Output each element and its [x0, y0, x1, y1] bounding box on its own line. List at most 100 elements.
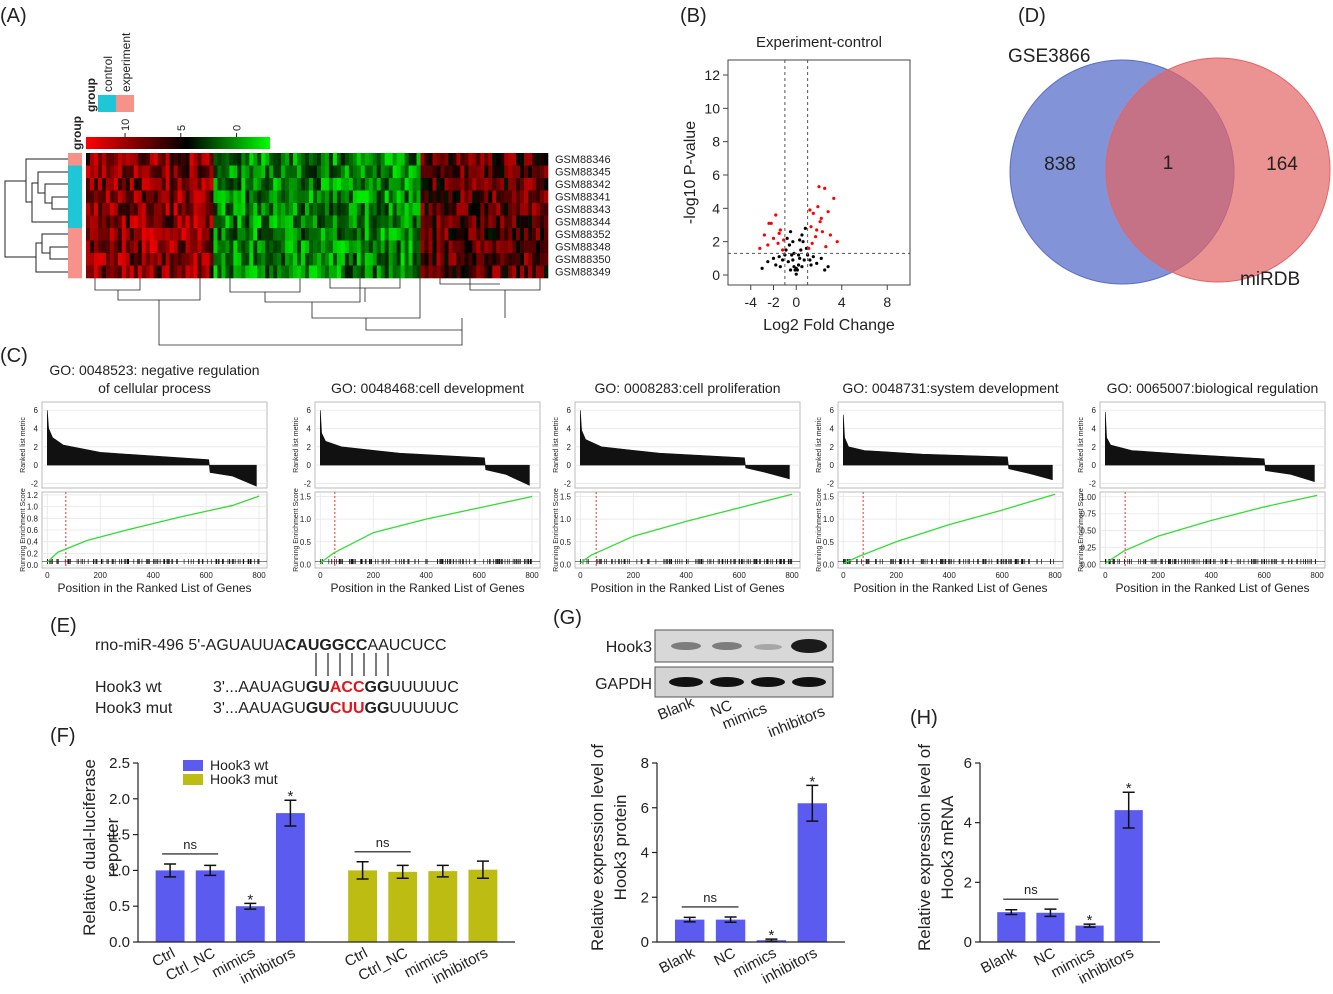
heatmap-cell — [460, 228, 465, 241]
heatmap-cell — [113, 253, 119, 266]
legend-swatch — [183, 760, 203, 771]
heatmap-cell — [444, 203, 449, 216]
y-tick-label: 10 — [704, 100, 720, 116]
heatmap-cell — [229, 240, 234, 254]
heatmap-cell — [173, 240, 178, 254]
heatmap-cell — [233, 153, 238, 166]
blot-lane-label: Blank — [655, 694, 697, 724]
point — [815, 228, 819, 232]
heatmap-cell — [436, 240, 441, 254]
heatmap-cell — [384, 228, 389, 241]
heatmap-cell — [257, 178, 262, 191]
heatmap-cell — [532, 153, 537, 166]
heatmap-cell — [332, 165, 338, 179]
error-bar — [476, 860, 489, 880]
x-tick-label: 400 — [1204, 571, 1218, 580]
y-tick-label: 2 — [307, 443, 312, 452]
error-bar — [683, 916, 696, 923]
heatmap-cell — [344, 240, 350, 254]
y-tick-label: 8 — [641, 755, 649, 772]
overlap-count: 1 — [1163, 153, 1174, 174]
heatmap-cell — [137, 203, 143, 216]
heatmap-cell — [229, 203, 234, 216]
heatmap-cell — [528, 265, 533, 279]
x-tick-label: 800 — [252, 571, 266, 580]
heatmap-cell — [444, 228, 449, 241]
heatmap-cell — [161, 203, 166, 216]
heatmap-cell — [488, 190, 493, 204]
heatmap-cell — [532, 228, 537, 241]
heatmap-cell — [285, 203, 290, 216]
heatmap-cell — [217, 190, 222, 204]
point — [828, 233, 832, 237]
heatmap-cell — [89, 153, 95, 166]
heatmap-cell — [261, 265, 266, 279]
x-tick-label: 0 — [792, 294, 800, 310]
heatmap-cell — [237, 240, 242, 254]
group-name: experiment — [119, 32, 133, 92]
point — [811, 211, 815, 215]
point — [792, 251, 796, 255]
heatmap-cell — [420, 228, 425, 241]
heatmap-cell — [157, 253, 162, 266]
heatmap-cell — [368, 190, 374, 204]
heatmap-cell — [149, 190, 155, 204]
point — [778, 265, 782, 269]
heatmap-cell — [309, 265, 314, 279]
heatmap-cell — [297, 215, 302, 229]
heatmap-cell — [532, 203, 537, 216]
heatmap-cell — [105, 153, 111, 166]
heatmap-cell — [273, 228, 278, 241]
heatmap-cell — [86, 190, 91, 204]
bar — [388, 871, 418, 942]
heatmap-cell — [436, 253, 441, 266]
bar — [468, 869, 498, 942]
heatmap-cell — [320, 265, 326, 279]
heatmap-cell — [508, 253, 513, 266]
heatmap-cell — [376, 253, 382, 266]
heatmap-cell — [348, 228, 354, 241]
heatmap-cell — [464, 203, 469, 216]
heatmap-cell — [384, 165, 389, 179]
heatmap-cell — [444, 215, 449, 229]
heatmap-cell — [117, 253, 123, 266]
heatmap-cell — [416, 240, 421, 254]
heatmap-cell — [408, 228, 413, 241]
heatmap-cell — [516, 228, 521, 241]
sequence: rno-miR-496 5'-AGUAUUACAUGGCCAAUCUCC — [95, 637, 447, 654]
heatmap-cell — [205, 203, 210, 216]
heatmap-cell — [448, 228, 453, 241]
heatmap-cell — [265, 240, 270, 254]
point — [808, 208, 812, 212]
heatmap-cell — [352, 165, 358, 179]
heatmap-cell — [101, 153, 107, 166]
heatmap-cell — [293, 253, 298, 266]
panel-label: (E) — [50, 615, 77, 637]
heatmap-cell — [408, 178, 413, 191]
heatmap-cell — [324, 153, 330, 166]
heatmap-cell — [328, 265, 334, 279]
heatmap-cell — [332, 190, 338, 204]
heatmap-cell — [400, 265, 405, 279]
heatmap-cell — [360, 165, 366, 179]
heatmap-cell — [328, 228, 334, 241]
heatmap-cell — [229, 228, 234, 241]
heatmap-cell — [360, 178, 366, 191]
heatmap-cell — [392, 153, 397, 166]
heatmap-cell — [540, 178, 545, 191]
heatmap-cell — [89, 190, 95, 204]
heatmap-cell — [189, 178, 194, 191]
heatmap-cell — [253, 228, 258, 241]
sequence-segment: GU — [306, 679, 330, 696]
heatmap-cell — [101, 265, 107, 279]
heatmap-cell — [86, 203, 91, 216]
heatmap-cell — [153, 153, 158, 166]
x-axis-label: Position in the Ranked List of Genes — [1115, 581, 1309, 595]
heatmap-cell — [536, 165, 541, 179]
y-tick-label: 6 — [567, 406, 572, 415]
heatmap-cell — [257, 215, 262, 229]
heatmap-cell — [516, 203, 521, 216]
heatmap-cell — [544, 153, 549, 166]
heatmap-cell — [225, 190, 230, 204]
heatmap-cell — [356, 165, 362, 179]
